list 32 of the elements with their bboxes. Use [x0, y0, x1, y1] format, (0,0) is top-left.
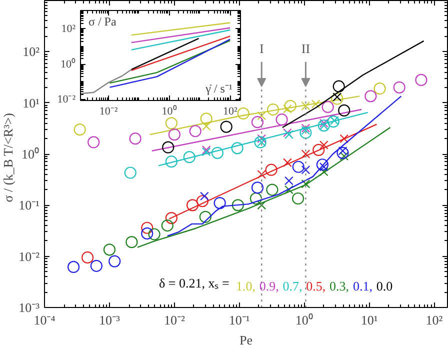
y-axis-title: σ / Pa [88, 14, 117, 28]
x-tick-label: 10⁻² [99, 106, 118, 118]
x-axis-title: γ̇ / s⁻¹ [204, 82, 233, 96]
x-tick-label: 10⁻² [164, 312, 185, 328]
x-tick-label: 10⁻⁴ [34, 312, 56, 328]
y-axis-title: σ / (k_B T/<R³>) [0, 112, 16, 202]
text: 0.7, [282, 278, 302, 294]
x-tick-label: 10¹ [360, 312, 378, 328]
y-tick-label: 10⁻³ [18, 300, 40, 315]
text: 1.0, [236, 278, 256, 294]
x-axis-title: Pe [240, 332, 253, 348]
ref-line-label: II [301, 40, 310, 56]
legend-title: δ = 0.21, xₛ = [158, 276, 230, 290]
x-tick-label: 10⁰ [162, 104, 177, 118]
y-tick-label: 10⁻² [57, 94, 76, 106]
x-tick-label: 10² [426, 312, 443, 328]
y-tick-label: 10⁻¹ [18, 198, 40, 213]
text: 0.5, [306, 278, 326, 294]
y-tick-label: 10⁻² [18, 248, 40, 264]
ref-line-label: I [259, 40, 264, 56]
text: 0.3, [330, 278, 350, 294]
x-tick-label: 10² [222, 106, 238, 118]
y-tick-label: 10⁰ [60, 57, 76, 70]
x-tick-label: 10⁻³ [99, 312, 120, 328]
text: 0.1, [352, 278, 372, 294]
y-tick-label: 10² [22, 44, 40, 60]
x-tick-label: 10⁰ [295, 312, 314, 328]
x-tick-label: 10⁻¹ [228, 312, 250, 328]
y-tick-label: 10⁰ [22, 146, 40, 162]
y-tick-label: 10² [61, 22, 76, 35]
text: 0.9, [259, 278, 279, 294]
text: 0.0 [376, 278, 393, 294]
